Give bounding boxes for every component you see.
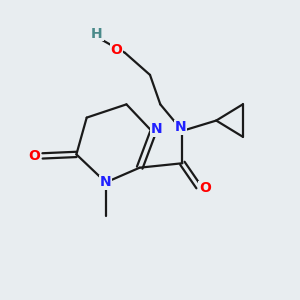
- Text: N: N: [175, 120, 187, 134]
- Text: O: O: [28, 149, 40, 163]
- Text: N: N: [151, 122, 162, 136]
- Text: O: O: [110, 43, 122, 57]
- Text: H: H: [91, 27, 103, 41]
- Text: N: N: [100, 176, 112, 189]
- Text: O: O: [199, 181, 211, 195]
